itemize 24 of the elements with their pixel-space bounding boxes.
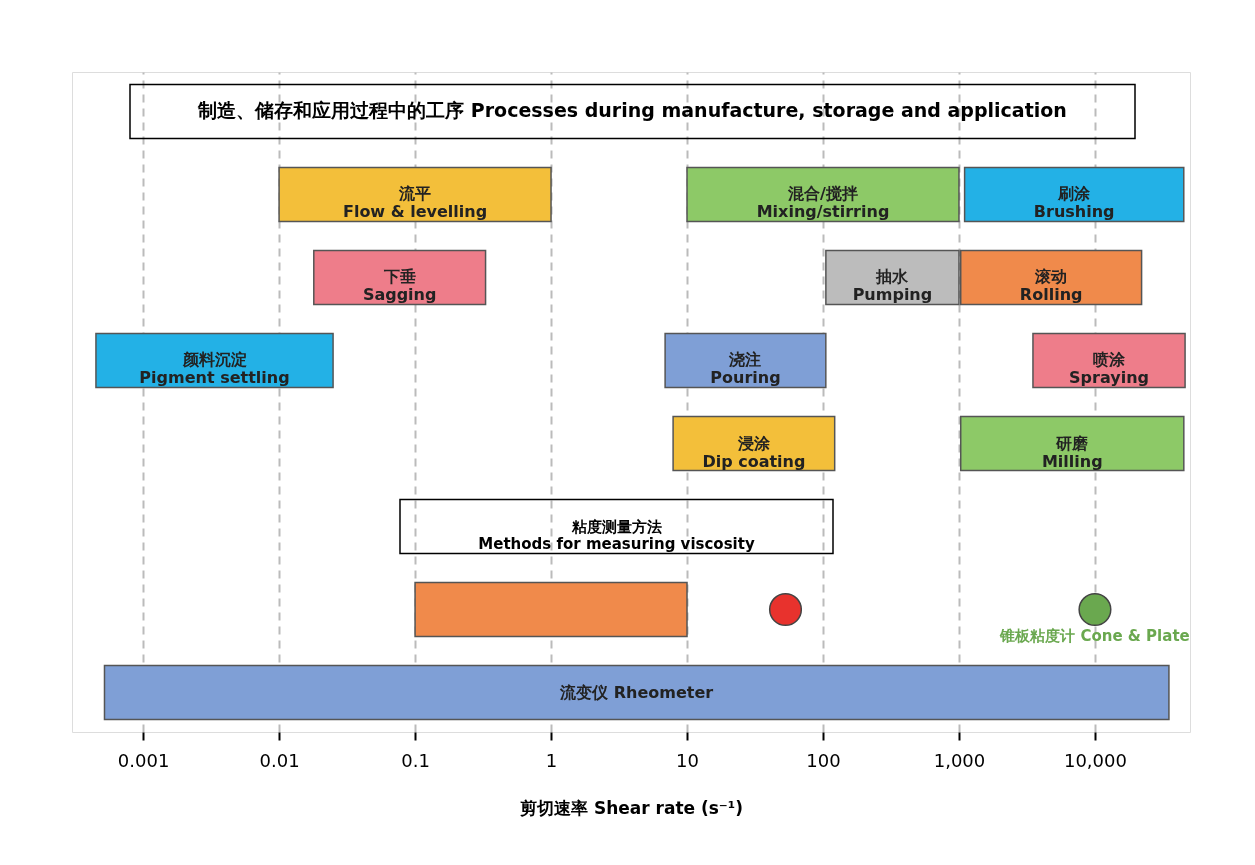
series-label: 刷涂 Brushing: [1033, 184, 1115, 222]
x-tick-label: 1: [545, 749, 558, 771]
x-tick-label: 100: [806, 749, 841, 771]
x-tick-label: 0.01: [259, 749, 300, 771]
x-tick-label: 0.001: [117, 749, 170, 771]
x-tick-label: 10: [676, 749, 699, 771]
x-tick-label: 1,000: [933, 749, 986, 771]
x-tick-label: 0.1: [401, 749, 430, 771]
series-label: 浸涂 Dip coating: [702, 433, 806, 471]
series-label: 滚动 Rolling: [1019, 267, 1083, 305]
series-label: 抽水 Pumping: [852, 267, 933, 305]
x-axis-title: 剪切速率 Shear rate (s⁻¹): [519, 797, 744, 818]
series-label: 锥板粘度计 Cone & Plate: [999, 626, 1190, 645]
series-label: 混合/搅拌 Mixing/stirring: [756, 184, 890, 222]
x-tick-label: 10,000: [1063, 749, 1127, 771]
series-label: 流平 Flow & levelling: [342, 184, 488, 222]
series-label: 喷涂 Spraying: [1069, 350, 1149, 388]
series-label: 研磨 Milling: [1041, 433, 1103, 471]
annotation: 粘度测量方法 Methods for measuring viscosity: [478, 517, 755, 553]
series-label: 下垂 Sagging: [362, 267, 437, 305]
series-label: 流变仪 Rheometer: [559, 682, 714, 702]
series-label: 颜料沉淀 Pigment settling: [139, 350, 290, 388]
text: 制造、储存和应用过程中的工序 Processes during manufacture, storage and application: [197, 99, 1067, 122]
series-label: 浇注 Pouring: [710, 350, 781, 388]
